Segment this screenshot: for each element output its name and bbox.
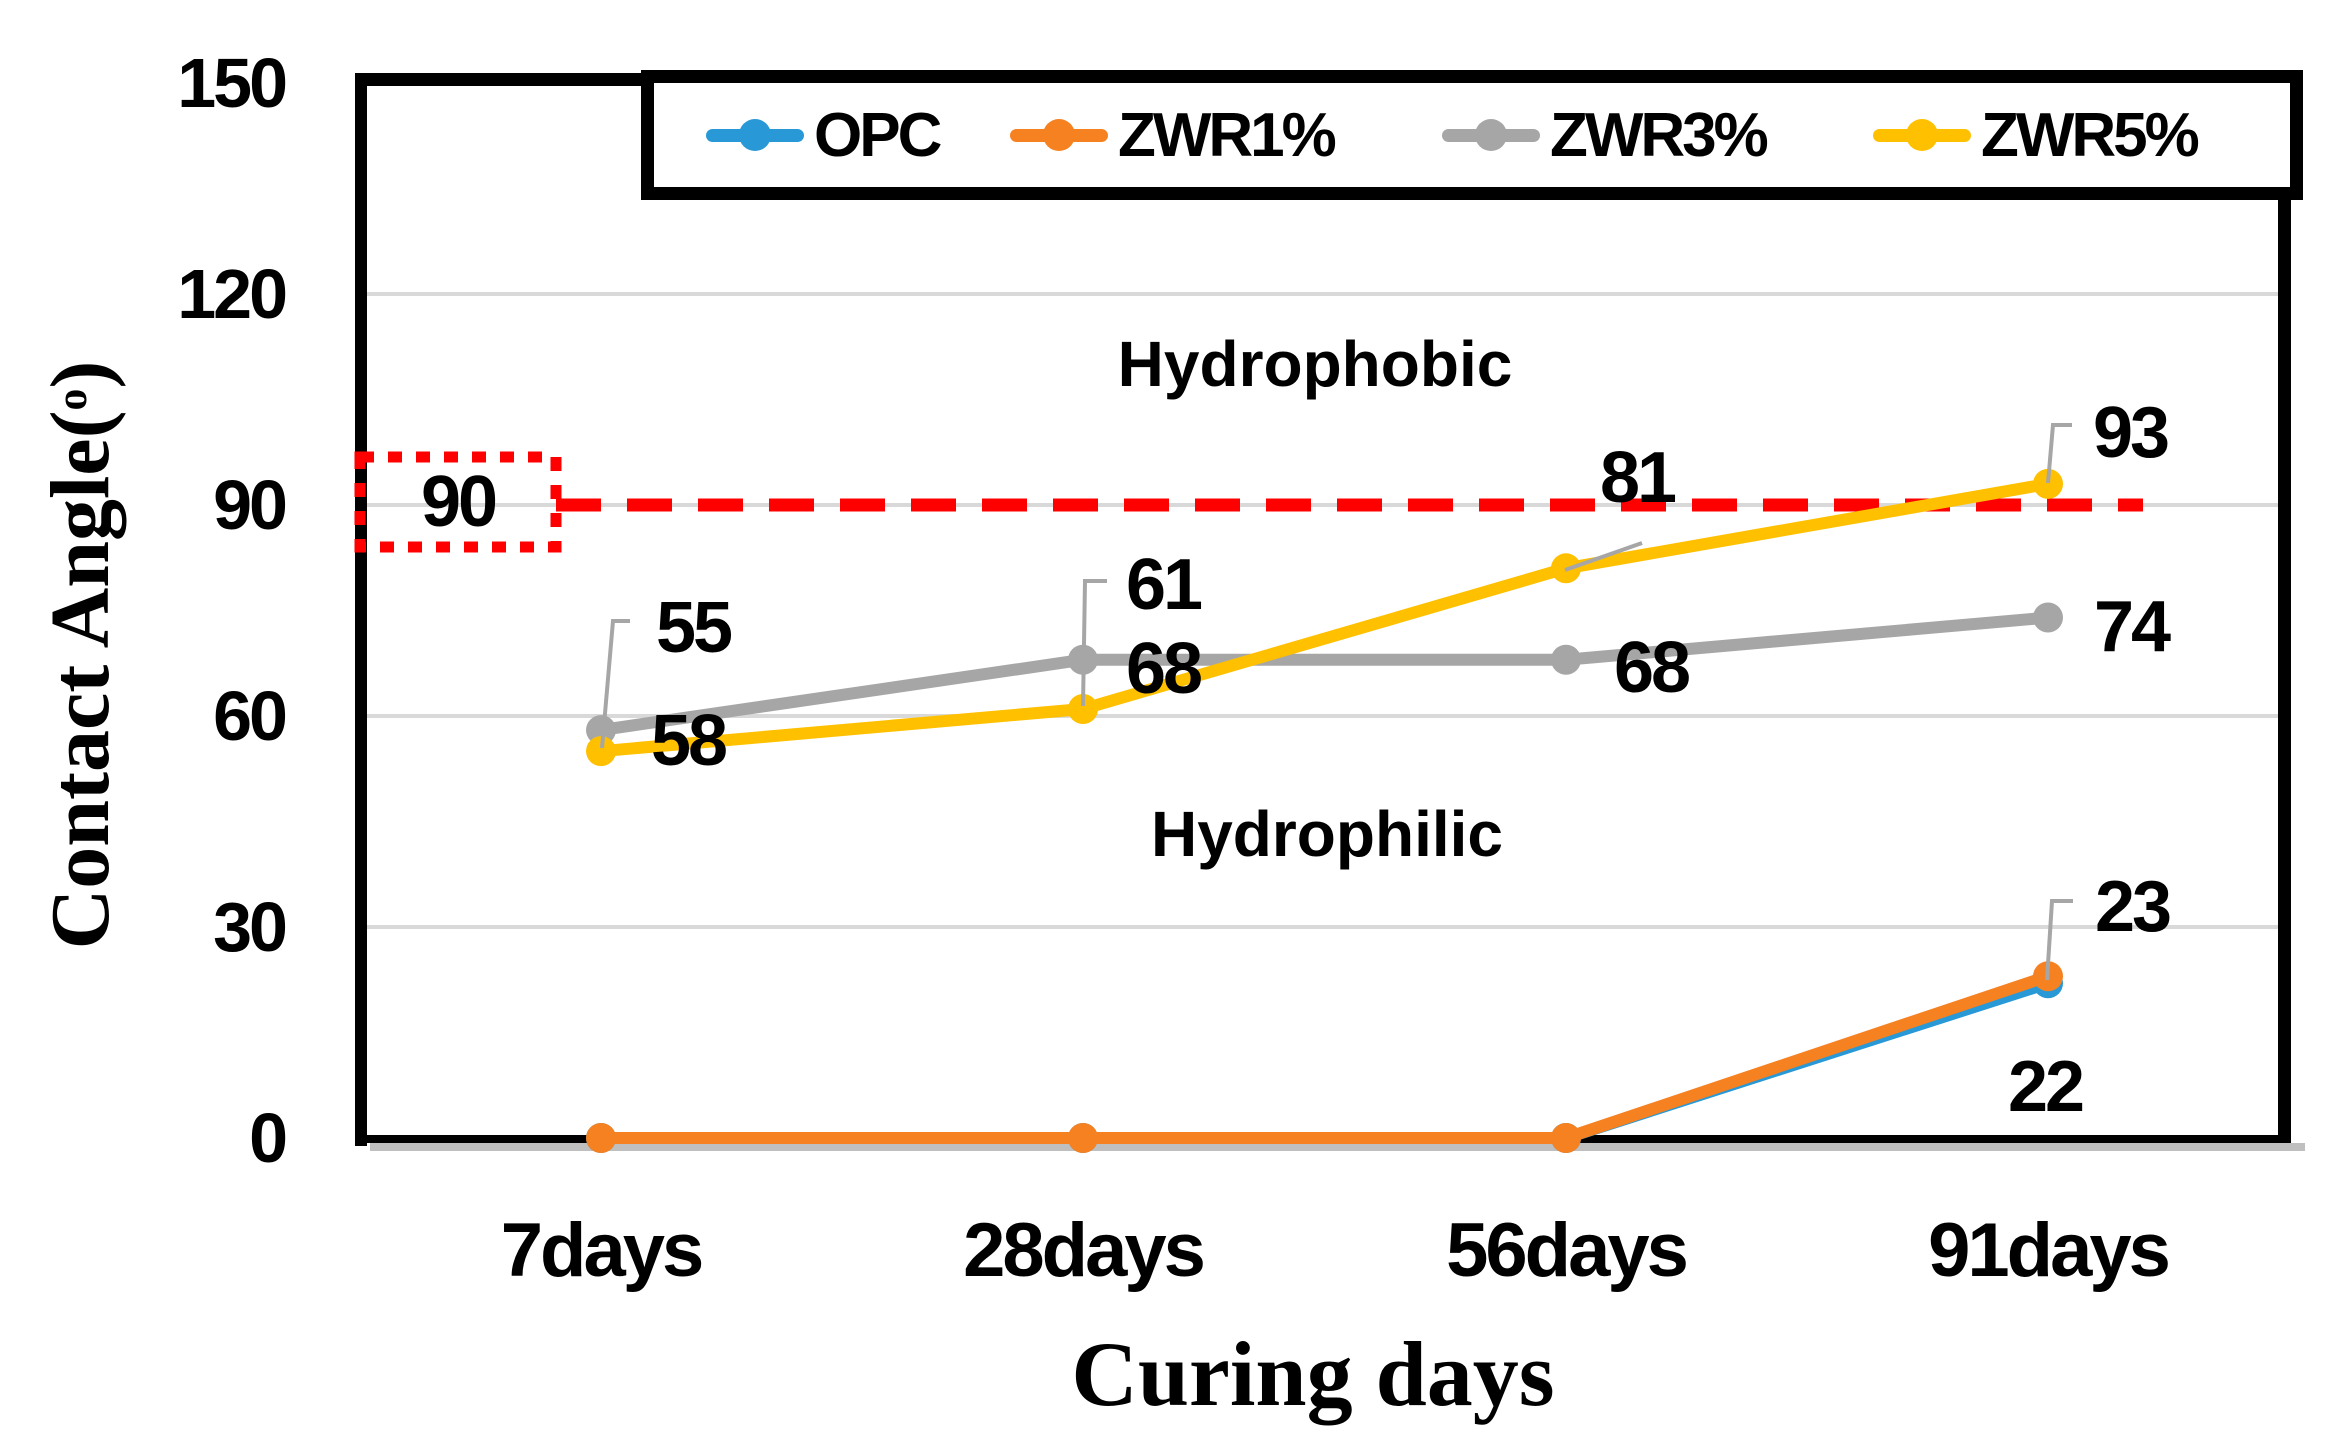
y-tick-label-150: 150: [177, 44, 288, 122]
y-axis-title: Contact Angle(o): [22, 155, 127, 1155]
marker-ZWR5%-7days: [586, 736, 616, 767]
plot-right-border: [2278, 73, 2291, 1143]
legend-marker-icon: [1010, 119, 1108, 151]
y-axis-title-superscript: o: [48, 388, 96, 411]
data-label-5: 68: [1613, 628, 1691, 708]
legend-item-ZWR1%: ZWR1%: [1010, 83, 1337, 187]
data-label-3: 68: [1125, 629, 1203, 709]
y-tick-label-120: 120: [177, 255, 288, 333]
y-tick-label-90: 90: [213, 466, 288, 544]
x-axis-shadow: [370, 1143, 2305, 1151]
label-leader-line-3: [2046, 423, 2072, 484]
marker-ZWR1%-7days: [586, 1123, 616, 1153]
x-tick-label-7days: 7days: [500, 1208, 705, 1293]
marker-ZWR3%-91days: [2033, 602, 2063, 633]
series-line-ZWR5%: [595, 477, 2054, 758]
threshold-90-box: [354, 451, 562, 553]
marker-ZWR5%-91days: [2033, 468, 2063, 499]
data-label-0: 55: [655, 588, 733, 668]
marker-ZWR1%-28days: [1068, 1123, 1098, 1153]
marker-ZWR5%-28days: [1068, 693, 1098, 724]
label-leader-line-2: [1564, 541, 1643, 572]
data-label-2: 61: [1125, 545, 1203, 625]
data-label-7: 74: [2093, 587, 2171, 667]
legend-item-ZWR3%: ZWR3%: [1442, 83, 1769, 187]
y-tick-label-30: 30: [213, 888, 288, 966]
x-tick-label-56days: 56days: [1446, 1208, 1689, 1293]
data-label-9: 22: [2007, 1047, 2085, 1127]
series-line-ZWR3%: [595, 611, 2054, 737]
y-axis-title-close-paren: ): [33, 360, 127, 389]
legend-label: OPC: [814, 100, 942, 170]
data-label-1: 58: [650, 701, 728, 781]
legend-marker-dot-icon: [1475, 119, 1507, 151]
marker-ZWR1%-56days: [1551, 1123, 1581, 1153]
label-leader-line-0: [600, 619, 630, 749]
y-tick-label-60: 60: [213, 677, 288, 755]
legend-label: ZWR1%: [1118, 100, 1337, 170]
threshold-90-label: 90: [420, 461, 498, 542]
legend-marker-icon: [1873, 119, 1971, 151]
series-line-OPC: [595, 977, 2054, 1144]
legend-marker-dot-icon: [739, 119, 771, 151]
legend: OPC ZWR1% ZWR3% ZWR5%: [641, 70, 2303, 200]
legend-marker-icon: [1442, 119, 1540, 151]
legend-label: ZWR5%: [1981, 100, 2200, 170]
x-axis-title: Curing days: [1071, 1323, 1555, 1425]
hydrophilic-annotation: Hydrophilic: [1150, 798, 1504, 870]
y-axis-line: [355, 73, 367, 1146]
label-leader-line-1: [1081, 579, 1107, 707]
label-leader-line-4: [2045, 899, 2073, 981]
legend-marker-dot-icon: [1043, 119, 1075, 151]
y-axis-title-text: Contact Angle(: [33, 410, 127, 950]
data-label-8: 23: [2094, 867, 2172, 947]
marker-ZWR3%-7days: [586, 715, 616, 746]
legend-label: ZWR3%: [1550, 100, 1769, 170]
x-tick-label-28days: 28days: [963, 1208, 1206, 1293]
series-line-ZWR1%: [595, 970, 2054, 1144]
legend-marker-icon: [706, 119, 804, 151]
hydrophobic-annotation: Hydrophobic: [1117, 328, 1513, 400]
legend-item-ZWR5%: ZWR5%: [1873, 83, 2200, 187]
legend-item-OPC: OPC: [706, 83, 942, 187]
x-tick-label-91days: 91days: [1928, 1208, 2171, 1293]
data-label-4: 81: [1599, 438, 1677, 518]
legend-marker-dot-icon: [1906, 119, 1938, 151]
marker-ZWR3%-56days: [1551, 644, 1581, 675]
y-tick-label-0: 0: [249, 1099, 288, 1177]
data-label-6: 93: [2092, 393, 2170, 473]
